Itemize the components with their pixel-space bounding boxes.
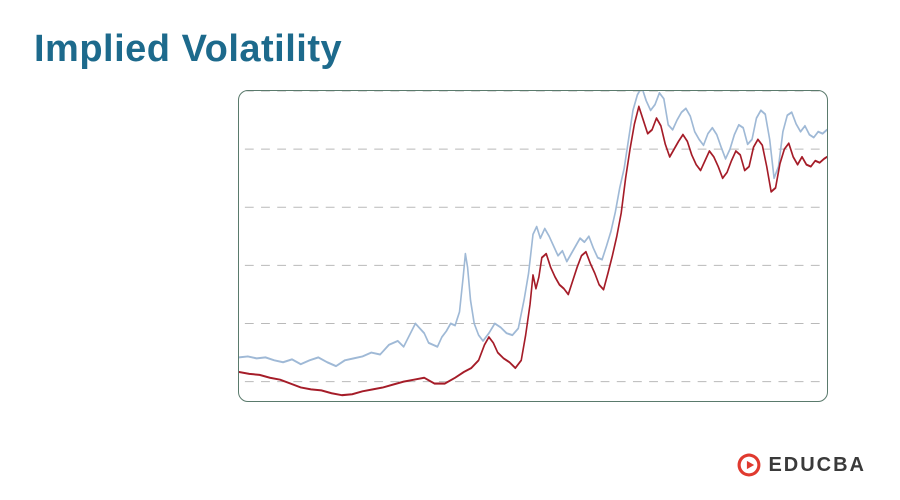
volatility-chart bbox=[239, 91, 827, 401]
series-blue bbox=[239, 91, 827, 366]
chart-frame bbox=[238, 90, 828, 402]
brand-logo: EDUCBA bbox=[736, 452, 866, 478]
educba-icon bbox=[736, 452, 762, 478]
brand-text: EDUCBA bbox=[768, 454, 866, 477]
page-title: Implied Volatility bbox=[34, 28, 342, 71]
series-group bbox=[239, 91, 827, 395]
page: Implied Volatility EDUCBA bbox=[0, 0, 900, 500]
series-red bbox=[239, 107, 827, 396]
